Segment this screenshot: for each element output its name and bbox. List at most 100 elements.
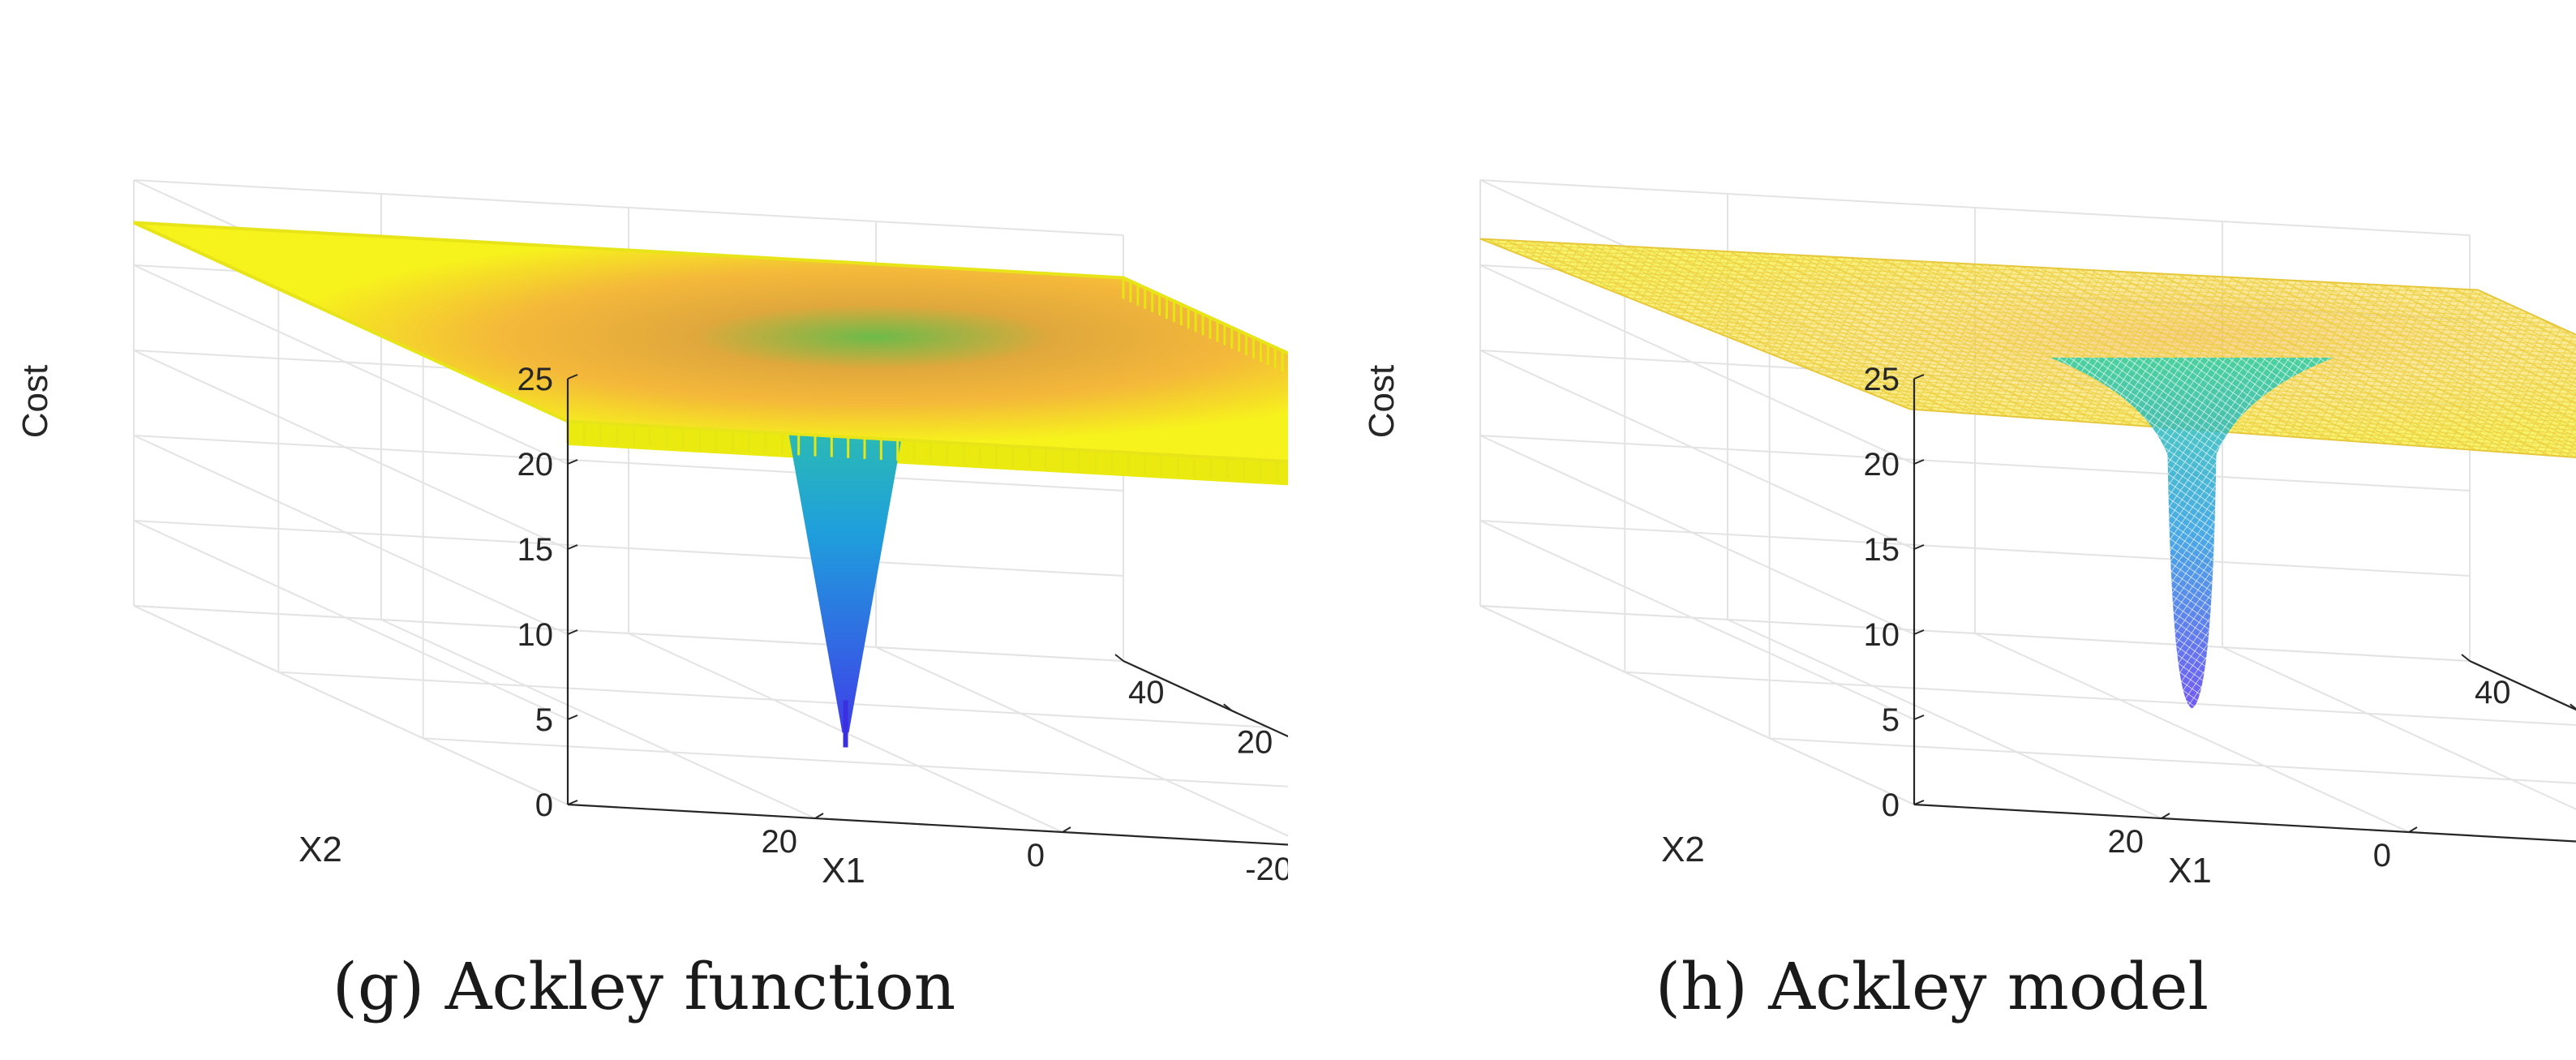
caption-ackley-function: (g) Ackley function (332, 949, 956, 1024)
floor-gridline (875, 646, 1288, 837)
y-tick-label: 0 (1027, 838, 1045, 873)
floor-gridline (133, 605, 1124, 662)
floor-gridline (423, 737, 1288, 787)
x-tick (2570, 703, 2576, 710)
z-tick-label: 0 (535, 787, 553, 823)
mesh-line (1866, 391, 2576, 443)
z-tick (567, 715, 578, 720)
surface-plateau (133, 221, 1288, 463)
mesh-line (2228, 277, 2576, 431)
surface-funnel (782, 398, 909, 733)
surface-skirt (568, 277, 1288, 486)
y-tick (1062, 826, 1071, 833)
floor-gridline (1974, 633, 2410, 833)
x-axis-line (1123, 659, 1288, 738)
mesh-line (2328, 281, 2576, 394)
z-tick-label: 5 (535, 702, 553, 738)
floor-gridline (2222, 646, 2576, 810)
mesh-line (1856, 387, 2576, 439)
mesh-line (1845, 383, 2576, 435)
ackley-model-mesh (1479, 238, 2576, 709)
x-tick-label: 20 (1237, 724, 1273, 760)
z-tick-label: 10 (517, 617, 554, 653)
z-tick-label: 5 (1882, 702, 1900, 738)
floor-gridline (1913, 804, 2576, 843)
caption-ackley-model: (h) Ackley model (1655, 949, 2209, 1024)
z-tick-label: 20 (1864, 447, 1900, 483)
mesh-line (1888, 400, 2576, 451)
y-axis-line (567, 803, 1288, 846)
mesh-line (1802, 366, 2576, 419)
mesh-line (2353, 283, 2576, 384)
y-axis-title: X2 (1661, 830, 1705, 869)
z-tick (1913, 544, 1925, 550)
z-tick (567, 374, 578, 380)
y-tick-label: 20 (762, 824, 798, 860)
mesh-line (2128, 271, 2551, 457)
z-tick-label: 25 (1864, 362, 1900, 397)
x-axis-title: X1 (2168, 851, 2212, 890)
mesh-line (1780, 357, 2576, 411)
mesh-line (1899, 404, 2576, 454)
x-tick (2461, 654, 2471, 662)
mesh-line (2203, 275, 2576, 440)
mesh-line (2377, 284, 2576, 375)
y-tick (814, 813, 824, 819)
z-tick-label: 15 (517, 532, 554, 568)
mesh-line (2003, 265, 2428, 448)
y-tick (2161, 813, 2170, 819)
mesh-line (1694, 323, 2576, 380)
mesh-line (1813, 370, 2576, 423)
z-tick (567, 800, 578, 805)
mesh-funnel-grid (2050, 358, 2334, 709)
z-tick (567, 544, 578, 550)
floor-gridline (278, 671, 1269, 728)
z-tick-label: 10 (1864, 617, 1900, 653)
mesh-line (1792, 362, 2576, 415)
floor-gridline (1479, 605, 2471, 662)
mesh-line (1878, 396, 2576, 447)
x-tick (1114, 654, 1124, 662)
mesh-line (2453, 288, 2576, 345)
y-tick (2408, 826, 2418, 833)
z-tick (1913, 374, 1925, 380)
y-axis-title: X2 (298, 830, 342, 869)
z-axis-title: Cost (15, 365, 55, 438)
x-tick (1223, 703, 1233, 712)
floor-gridline (1479, 605, 1915, 805)
x-axis-line (2469, 659, 2576, 711)
y-tick-label: 20 (2108, 824, 2145, 860)
floor-gridline (1769, 737, 2576, 784)
x-axis-title: X1 (822, 851, 865, 890)
z-axis-title: Cost (1362, 365, 1402, 438)
z-tick (1913, 800, 1925, 805)
mesh-line (1835, 379, 2576, 431)
z-tick-label: 20 (517, 447, 554, 483)
mesh-line (1823, 374, 2576, 427)
z-tick (1913, 459, 1925, 465)
mesh-line (2428, 286, 2576, 355)
floor-gridline (567, 804, 1288, 846)
z-tick (567, 459, 578, 465)
mesh-line (2278, 279, 2576, 413)
z-gridline (1479, 605, 2471, 805)
z-tick-label: 25 (517, 362, 554, 397)
z-tick (1913, 629, 1925, 635)
mesh-line (2178, 274, 2576, 449)
floor-gridline (1727, 619, 2162, 819)
y-axis-line (1913, 803, 2576, 843)
z-tick (1913, 715, 1925, 720)
x-tick-label: 40 (1128, 675, 1165, 710)
mesh-line (2402, 285, 2576, 365)
mesh-line (2253, 277, 2576, 422)
x-tick-label: 40 (2475, 675, 2511, 710)
floor-gridline (133, 605, 569, 805)
mesh-line (2303, 280, 2576, 403)
y-tick-label: 0 (2373, 838, 2391, 873)
